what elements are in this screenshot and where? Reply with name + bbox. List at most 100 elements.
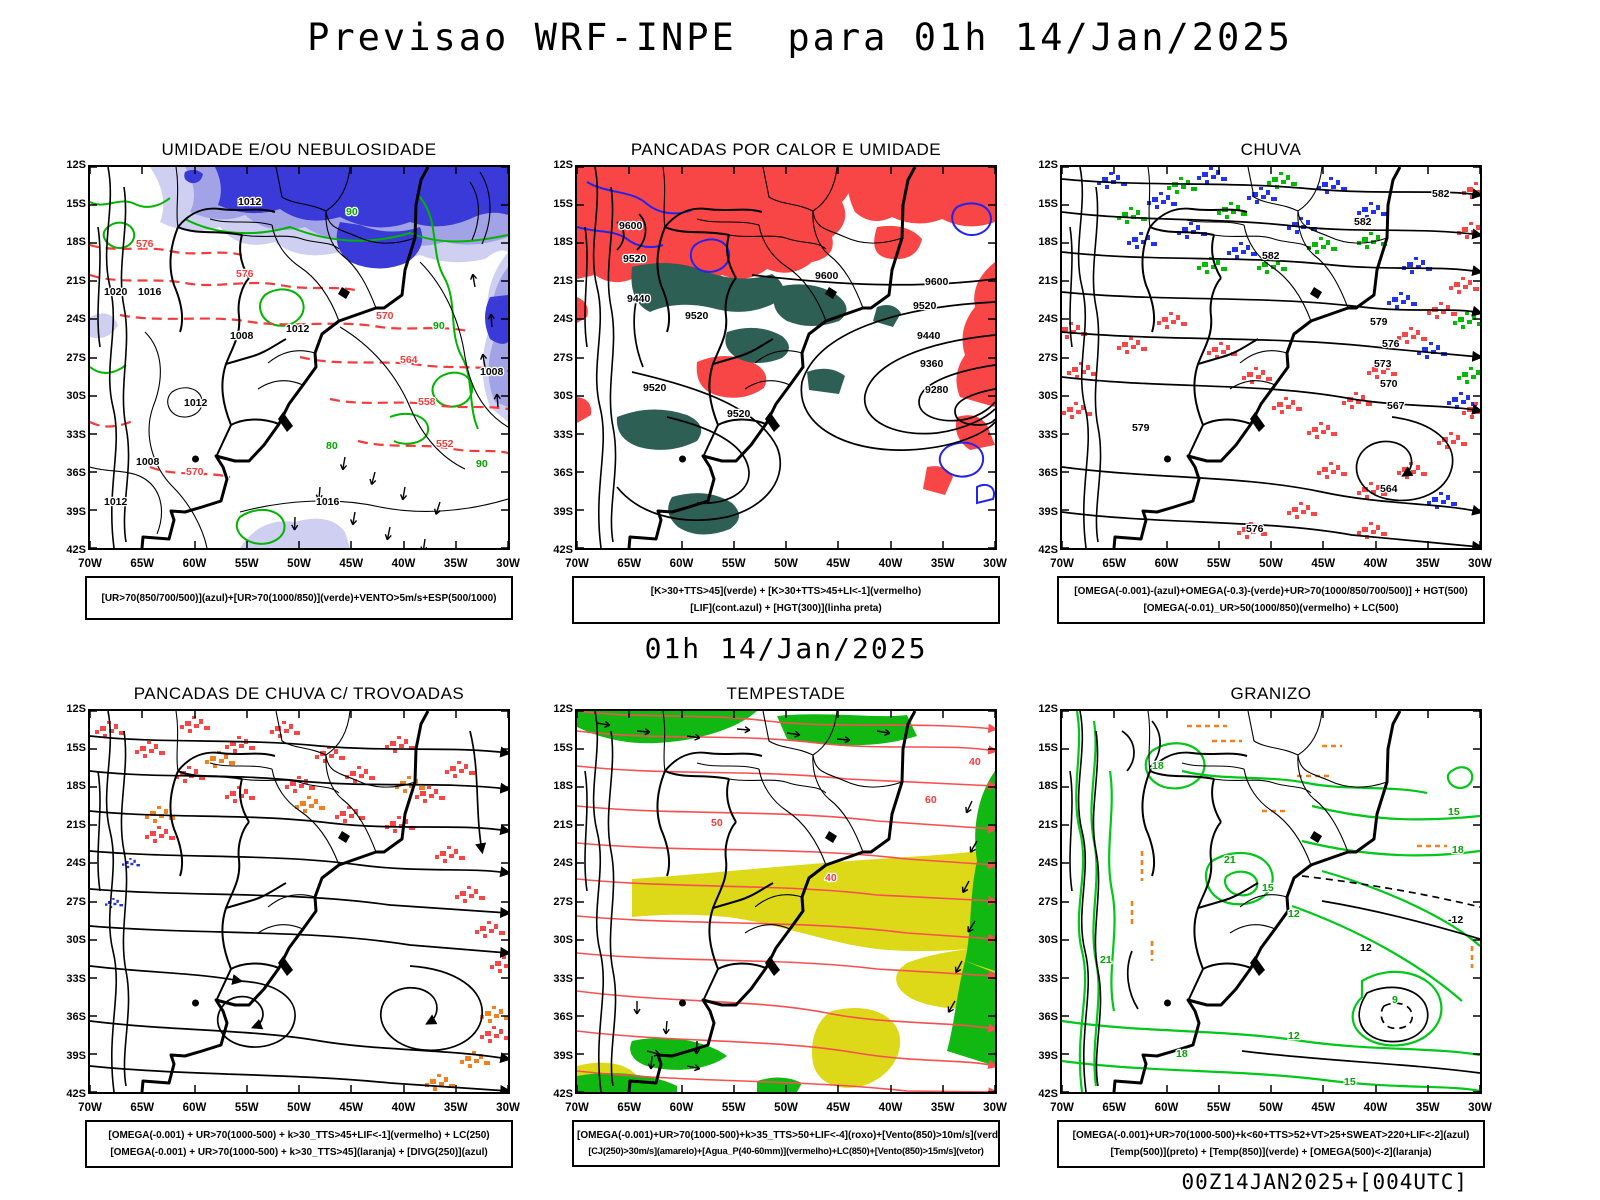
lat-axis: 12S 15S 18S 21S 24S 27S 30S 33S 36S 39S 42S (535, 159, 573, 556)
lat-tick-label: 18S (553, 236, 573, 248)
svg-text:1016: 1016 (138, 286, 162, 298)
svg-text:576: 576 (236, 268, 254, 280)
omega500-orange-dashes (1130, 724, 1474, 968)
lat-tick-label: 21S (66, 274, 86, 287)
svg-text:1008: 1008 (136, 456, 160, 468)
contour-labels: 1012 1020 1016 1008 1012 1012 1008 1016 … (103, 195, 505, 510)
lon-tick-label: 65W (130, 1102, 155, 1114)
map-umidade: 1012 1020 1016 1008 1012 1012 1008 1016 … (66, 159, 519, 570)
svg-text:567: 567 (1387, 400, 1405, 412)
svg-text:60: 60 (925, 794, 937, 806)
lon-tick-label: 40W (1363, 558, 1388, 570)
svg-text:1016: 1016 (316, 496, 340, 508)
legend-box-granizo: [OMEGA(-0.001)+UR>70(1000-500)+k<60+TTS>… (1057, 1120, 1485, 1168)
lon-tick-label: 40W (391, 1102, 416, 1114)
svg-text:9600: 9600 (619, 220, 643, 232)
lon-tick-label: 50W (1259, 1102, 1283, 1114)
lat-tick-label: 24S (553, 857, 573, 869)
lon-tick-label: 30W (983, 558, 1007, 570)
lat-tick-label: 18S (553, 780, 573, 792)
svg-text:576: 576 (1246, 523, 1264, 535)
svg-text:552: 552 (436, 438, 454, 450)
temp850-green-contours (1062, 711, 1480, 1092)
legend-line: [OMEGA(-0.001)+UR>70(1000-500)+k<60+TTS>… (1072, 1130, 1470, 1141)
lon-tick-label: 55W (721, 1102, 746, 1114)
lon-tick-label: 70W (1050, 1102, 1074, 1114)
svg-text:9600: 9600 (925, 276, 949, 288)
lat-tick-label: 21S (66, 818, 86, 831)
lat-tick-label: 33S (1038, 428, 1058, 441)
lat-tick-label: 39S (1038, 505, 1058, 518)
lon-tick-label: 60W (182, 558, 207, 570)
lon-axis: 70W 65W 60W 55W 50W 45W 40W 35W 30W (560, 558, 1012, 570)
svg-text:40: 40 (969, 756, 981, 768)
lon-tick-label: 35W (1415, 558, 1440, 570)
lat-tick-label: 15S (66, 741, 86, 754)
svg-text:9440: 9440 (627, 293, 651, 305)
legend-line: [CJ(250)>30m/s](amarelo)+[Agua_P(40-60mm… (588, 1146, 984, 1156)
panel-granizo: GRANIZO (1038, 684, 1492, 1168)
temp500-black-contours (1121, 720, 1480, 1074)
map-canvas-pancadas-calor: 9600 9520 9440 9520 9600 9600 9520 9440 … (577, 167, 995, 548)
lon-tick-label: 65W (617, 558, 642, 570)
lon-tick-label: 55W (1206, 558, 1231, 570)
svg-text:1012: 1012 (184, 397, 208, 409)
lat-tick-label: 36S (553, 1011, 573, 1023)
isobar-black-contours (90, 171, 508, 548)
lat-tick-label: 30S (553, 934, 573, 946)
lat-axis: 12S 15S 18S 21S 24S 27S 30S 33S 36S 39S 42S (1020, 703, 1058, 1100)
panel-title: PANCADAS DE CHUVA C/ TROVOADAS (133, 684, 465, 703)
lon-tick-label: 70W (565, 1102, 589, 1114)
map-canvas-umidade: 1012 1020 1016 1008 1012 1012 1008 1016 … (90, 167, 508, 548)
lon-tick-label: 55W (1206, 1102, 1231, 1114)
lat-tick-label: 42S (1038, 544, 1058, 556)
lat-tick-label: 33S (66, 972, 86, 985)
svg-text:9520: 9520 (727, 408, 751, 420)
lat-tick-label: 36S (66, 1011, 86, 1023)
legend-line: [OMEGA(-0.01)_UR>50(1000/850)(vermelho) … (1143, 603, 1399, 614)
lat-tick-label: 30S (66, 934, 86, 946)
svg-text:-12: -12 (1448, 914, 1463, 926)
svg-text:579: 579 (1370, 316, 1388, 328)
svg-text:570: 570 (376, 310, 394, 322)
svg-text:21: 21 (1100, 954, 1112, 966)
legend-line: [OMEGA(-0.001) + UR>70(1000-500) + k>30_… (108, 1130, 490, 1141)
map-trovoadas: 12S 15S 18S 21S 24S 27S 30S 33S 36S 39S 42S 70W 65W… (66, 703, 519, 1114)
lat-tick-label: 24S (66, 313, 86, 325)
panel-chuva: CHUVA (1038, 140, 1492, 624)
lon-tick-label: 65W (1102, 558, 1127, 570)
svg-text:570: 570 (186, 466, 204, 478)
svg-text:90: 90 (476, 458, 488, 470)
lat-tick-label: 36S (1038, 467, 1058, 479)
svg-text:90: 90 (433, 320, 445, 332)
svg-text:90: 90 (346, 206, 358, 218)
lon-axis: 70W 65W 60W 55W 50W 45W 40W 35W 30W (1045, 558, 1497, 570)
svg-text:9600: 9600 (815, 270, 839, 282)
lon-tick-label: 35W (930, 558, 955, 570)
lon-tick-label: 40W (878, 558, 903, 570)
lat-tick-label: 39S (66, 505, 86, 518)
lon-tick-label: 70W (78, 558, 102, 570)
svg-text:1020: 1020 (104, 286, 128, 298)
lon-tick-label: 50W (774, 558, 798, 570)
lat-tick-label: 21S (1038, 818, 1058, 831)
lat-tick-label: 18S (66, 780, 86, 792)
lon-tick-label: 35W (443, 1102, 468, 1114)
lat-axis: 12S 15S 18S 21S 24S 27S 30S 33S 36S 39S 42S (48, 703, 86, 1100)
map-chuva: 582 582 582 579 576 573 570 567 579 564 … (1038, 159, 1491, 570)
svg-text:570: 570 (1380, 378, 1398, 390)
hgt500-black-contours (1062, 178, 1480, 548)
contour-labels: 18 21 15 12 15 18 21 18 12 15 9 -12 12 (1099, 759, 1465, 1090)
svg-text:582: 582 (1432, 188, 1450, 200)
legend-line: [OMEGA(-0.001)-(azul)+OMEGA(-0.3)-(verde… (1074, 586, 1468, 597)
svg-text:564: 564 (1380, 483, 1398, 495)
legend-box-pancadas-calor: [K>30+TTS>45](verde) + [K>30+TTS>45+LI<-… (572, 576, 1000, 624)
rain-red-speckles (1062, 182, 1480, 539)
lat-tick-label: 27S (1038, 895, 1058, 908)
lon-tick-label: 70W (1050, 558, 1074, 570)
svg-text:9: 9 (1392, 994, 1398, 1006)
lat-tick-label: 33S (1038, 972, 1058, 985)
lon-tick-label: 60W (1154, 1102, 1179, 1114)
svg-text:18: 18 (1152, 760, 1164, 772)
map-canvas-chuva: 582 582 582 579 576 573 570 567 579 564 … (1062, 167, 1480, 548)
